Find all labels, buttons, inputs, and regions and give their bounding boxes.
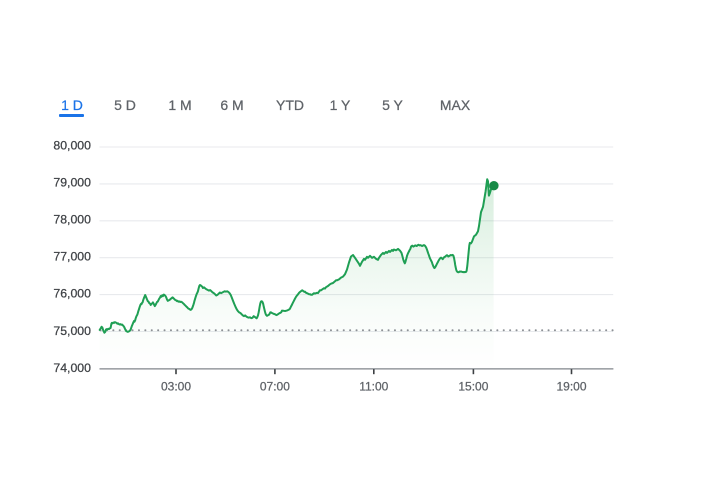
svg-text:11:00: 11:00	[359, 380, 388, 394]
svg-text:77,000: 77,000	[53, 250, 91, 264]
svg-text:07:00: 07:00	[260, 380, 290, 394]
svg-text:15:00: 15:00	[458, 380, 488, 394]
svg-text:03:00: 03:00	[161, 380, 191, 394]
svg-text:76,000: 76,000	[53, 287, 91, 301]
svg-text:19:00: 19:00	[556, 380, 586, 394]
svg-text:80,000: 80,000	[53, 138, 91, 152]
svg-text:78,000: 78,000	[53, 213, 91, 227]
svg-text:79,000: 79,000	[53, 175, 91, 189]
svg-text:75,000: 75,000	[53, 324, 91, 338]
svg-text:74,000: 74,000	[53, 361, 91, 375]
